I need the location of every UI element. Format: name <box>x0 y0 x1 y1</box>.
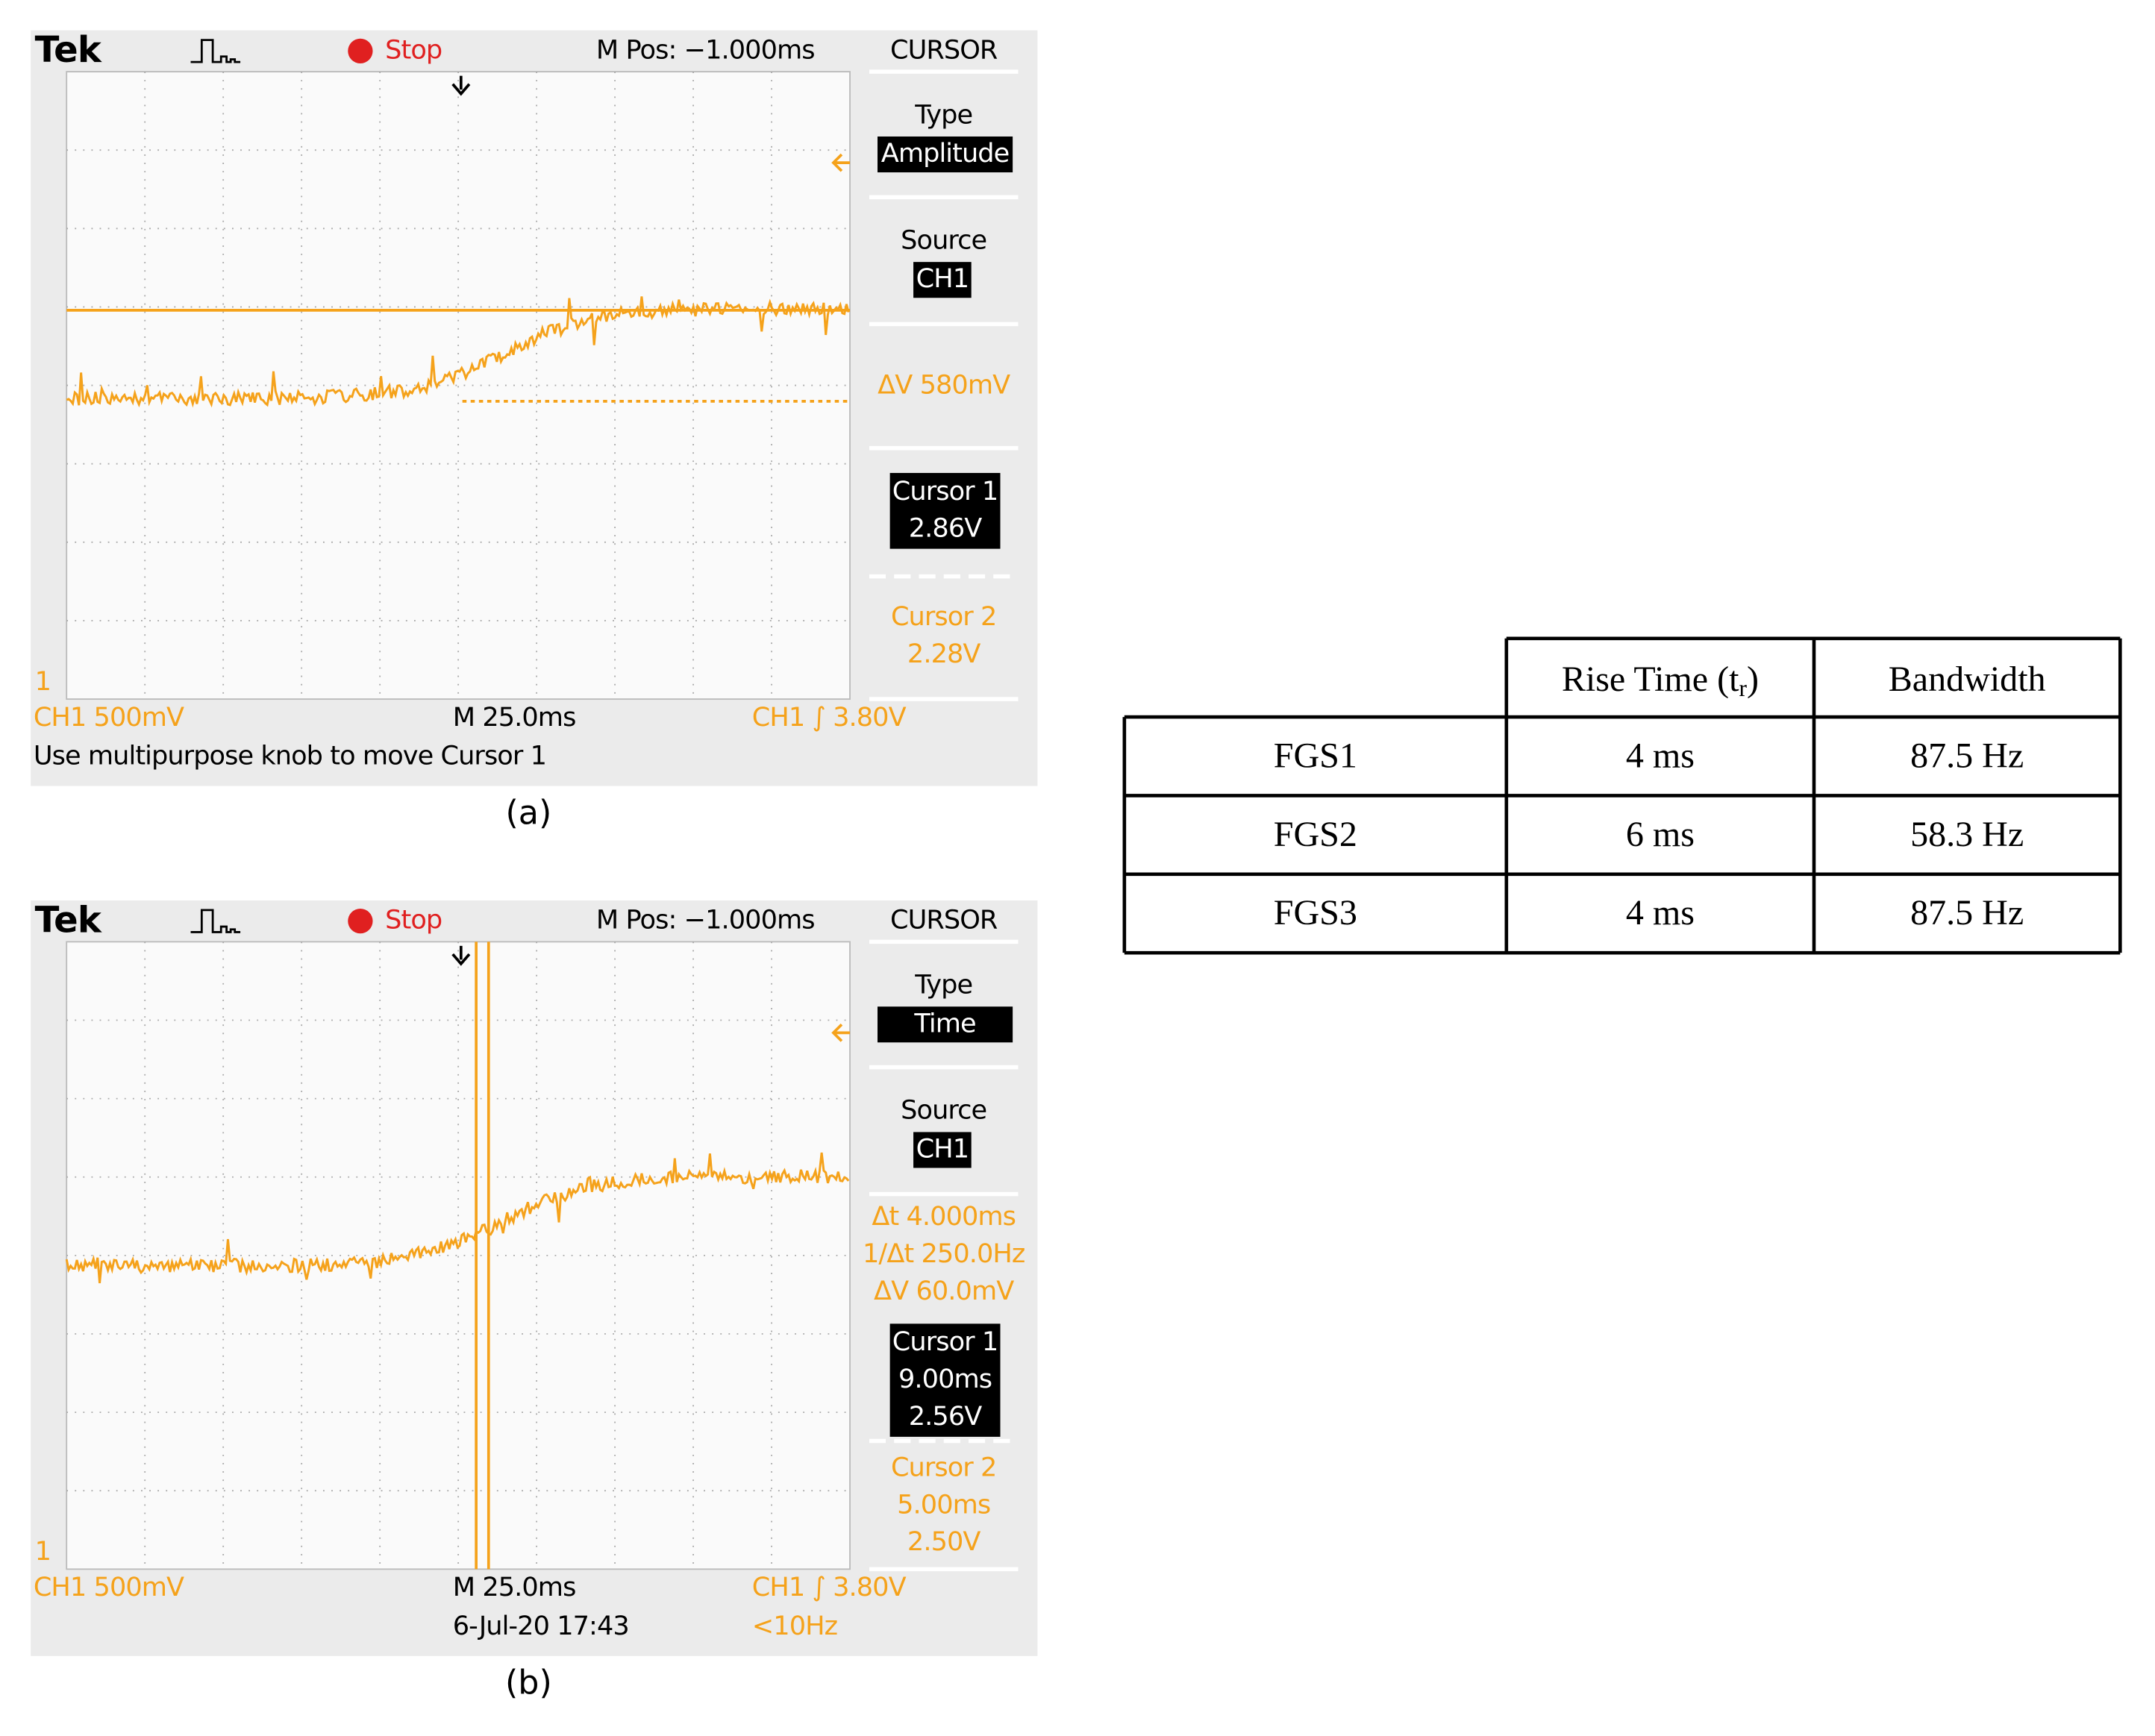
table-cell: FGS3 <box>1274 893 1357 933</box>
highlight-box <box>877 1006 1013 1043</box>
brand: Tek <box>35 900 102 941</box>
menu-title: CURSOR <box>890 905 998 936</box>
run-status: Stop <box>385 905 442 936</box>
graticule <box>66 941 851 1570</box>
header-part: ) <box>1747 659 1759 699</box>
oscilloscope-screen: Tek Stop M Pos: −1.000ms CURSOR Type Time Sour… <box>31 900 1038 1656</box>
menu-label: Type <box>914 99 972 130</box>
table-cell: 6 ms <box>1626 815 1695 854</box>
stop-indicator <box>348 38 373 64</box>
table-cell: 58.3 Hz <box>1910 815 2024 854</box>
horizontal-position: M Pos: −1.000ms <box>596 905 815 936</box>
cursor-value: 2.86V <box>909 513 982 544</box>
cursor-value: 2.28V <box>907 639 980 669</box>
channel-scale: CH1 500mV <box>34 702 184 733</box>
table-cell: 4 ms <box>1626 893 1695 933</box>
menu-value: CH1 <box>916 1133 969 1164</box>
cursor-value: 5.00ms <box>897 1489 990 1520</box>
brand: Tek <box>35 29 102 71</box>
cursor-label: Cursor 2 <box>891 1452 997 1482</box>
menu-value: Time <box>913 1008 975 1038</box>
table-cell: 4 ms <box>1626 736 1695 776</box>
cursor-value: 2.50V <box>907 1526 980 1557</box>
column-header: Bandwidth <box>1889 659 2046 699</box>
header-part: Rise Time (t <box>1562 659 1739 699</box>
cursor-value: 2.56V <box>909 1401 982 1432</box>
trigger-level-marker <box>831 153 851 172</box>
trigger-position-marker <box>451 75 471 96</box>
horizontal-position: M Pos: −1.000ms <box>596 34 815 65</box>
table-cell: 87.5 Hz <box>1910 736 2024 776</box>
date-time: 6-Jul-20 17:43 <box>453 1611 629 1641</box>
menu-label: Source <box>901 1095 986 1126</box>
oscilloscope-screen: Tek Stop M Pos: −1.000ms CURSOR Type Amplitud… <box>31 29 1038 786</box>
table-cell: 87.5 Hz <box>1910 893 2024 933</box>
cursor-readout: ΔV 60.0mV <box>874 1276 1014 1306</box>
menu-title: CURSOR <box>890 34 998 65</box>
table-cell: FGS1 <box>1274 736 1357 776</box>
cursor-label: Cursor 1 <box>892 1326 998 1357</box>
channel-scale: CH1 500mV <box>34 1572 184 1602</box>
highlight-box <box>877 136 1013 173</box>
cursor-label: Cursor 1 <box>892 476 998 507</box>
waveform <box>65 1152 850 1284</box>
cursor-readout: 1/Δt 250.0Hz <box>863 1238 1025 1269</box>
graticule <box>66 71 851 701</box>
cursor-readout: ΔV 580mV <box>878 370 1010 401</box>
menu-value: Amplitude <box>881 138 1010 169</box>
trigger-position-marker <box>451 945 471 966</box>
menu-value: CH1 <box>916 263 969 294</box>
channel-marker: 1 <box>35 1536 51 1567</box>
cursor-label: Cursor 2 <box>891 601 997 632</box>
trigger-setting: CH1 ∫ 3.80V <box>752 1572 907 1602</box>
caption: (b) <box>505 1664 552 1702</box>
results-table: Rise Time (tr) Bandwidth FGS1 4 ms 87.5 Hz FG… <box>1122 636 2122 955</box>
caption: (a) <box>505 794 551 832</box>
table-cell: FGS2 <box>1274 815 1357 854</box>
status-message: Use multipurpose knob to move Cursor 1 <box>34 741 546 771</box>
trigger-level-marker <box>831 1023 851 1042</box>
highlight-box <box>913 262 972 298</box>
run-status: Stop <box>385 34 442 65</box>
header-part: r <box>1739 675 1747 701</box>
menu-label: Source <box>901 225 986 255</box>
menu-label: Type <box>914 970 972 1000</box>
cursor-readout: Δt 4.000ms <box>872 1201 1016 1232</box>
stop-indicator <box>348 909 373 934</box>
trigger-setting: CH1 ∫ 3.80V <box>752 702 907 733</box>
waveform <box>66 296 850 408</box>
channel-marker: 1 <box>35 666 51 697</box>
column-header: Rise Time (tr) <box>1562 659 1759 701</box>
highlight-box <box>913 1132 972 1168</box>
highlight-box <box>889 472 1001 549</box>
highlight-box <box>889 1323 1001 1437</box>
trigger-frequency: <10Hz <box>752 1611 837 1641</box>
timebase: M 25.0ms <box>453 702 576 733</box>
acquisition-icon <box>190 909 241 933</box>
cursor-value: 9.00ms <box>898 1364 992 1394</box>
acquisition-icon <box>190 39 241 63</box>
timebase: M 25.0ms <box>453 1572 576 1602</box>
